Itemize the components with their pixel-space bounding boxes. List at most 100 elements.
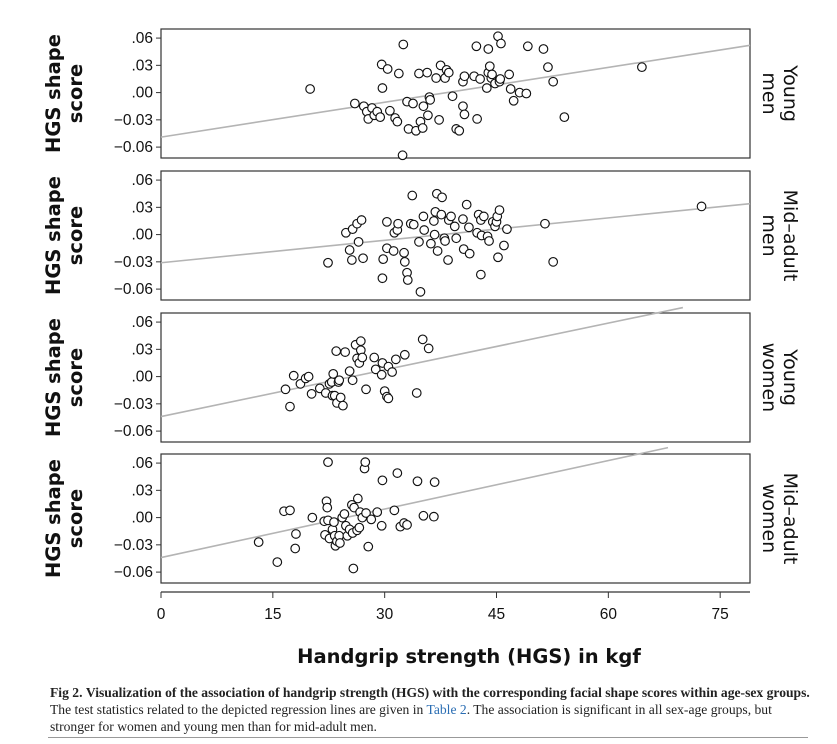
data-point — [437, 192, 447, 203]
data-point — [360, 457, 371, 468]
data-point — [344, 366, 355, 377]
data-point — [426, 238, 436, 249]
x-tick-label: 30 — [376, 606, 394, 623]
regression-line — [160, 306, 684, 418]
data-point — [487, 69, 497, 80]
y-tick-label: −0.06 — [114, 564, 153, 581]
data-point — [483, 44, 494, 54]
data-point — [481, 83, 492, 93]
y-tick-label: .00 — [131, 85, 153, 102]
data-point — [458, 214, 468, 225]
y-tick-label: −0.03 — [114, 254, 153, 271]
data-point — [451, 233, 462, 244]
facet-label-line: Mid–adult — [779, 190, 801, 282]
data-point — [387, 367, 398, 377]
data-point — [366, 514, 377, 525]
panel-2: .06 .03 .00 −0.03 −0.06 HGS shapescore Mid–adu… — [42, 170, 801, 301]
data-point — [508, 95, 519, 106]
caption-text: The test statistics related to the depic… — [50, 702, 424, 717]
data-point — [346, 255, 357, 265]
data-point — [429, 229, 440, 240]
data-point — [423, 343, 434, 354]
data-point — [472, 114, 482, 124]
data-point — [385, 105, 395, 116]
data-point — [414, 68, 424, 79]
data-point — [399, 256, 410, 267]
facet-label: Mid–adultmen — [758, 190, 801, 282]
data-point — [328, 368, 339, 379]
data-point — [335, 538, 345, 548]
data-point — [464, 222, 474, 233]
x-tick-label: 0 — [157, 606, 166, 623]
data-point — [423, 110, 433, 121]
data-point — [291, 529, 301, 539]
y-axis-title: HGS shapescore — [42, 34, 87, 153]
data-point — [392, 468, 403, 478]
x-tick-label: 60 — [600, 606, 618, 623]
data-point — [369, 352, 380, 363]
data-point — [559, 112, 570, 122]
data-point — [475, 74, 485, 84]
y-tick-label: .06 — [131, 172, 153, 189]
data-point — [449, 221, 460, 232]
data-point — [458, 101, 468, 112]
data-point — [393, 68, 404, 79]
data-point — [329, 517, 339, 528]
data-point — [402, 519, 412, 530]
data-point — [306, 388, 317, 399]
facet-label-line: Mid–adult — [779, 473, 801, 565]
data-point — [484, 61, 495, 72]
y-axis-title-line: score — [64, 206, 87, 265]
data-point — [414, 236, 424, 247]
facet-label-line: Young — [779, 348, 801, 406]
data-point — [478, 211, 489, 222]
data-point — [285, 505, 295, 516]
x-axis-title: Handgrip strength (HGS) in kgf — [297, 645, 641, 668]
data-point — [505, 84, 516, 94]
data-point — [253, 537, 264, 547]
data-point — [434, 114, 444, 125]
facet-label-line: men — [758, 214, 780, 256]
y-axis-title-line: HGS shape — [42, 318, 65, 437]
data-point — [361, 508, 371, 518]
data-point — [378, 254, 389, 264]
data-point — [338, 400, 348, 411]
data-point — [418, 510, 429, 521]
data-point — [355, 336, 366, 347]
table-2-link[interactable]: Table 2 — [426, 702, 467, 717]
data-point — [390, 354, 401, 365]
regression-line — [160, 202, 751, 264]
data-point — [389, 505, 400, 516]
data-point — [408, 219, 419, 230]
y-tick-label: .00 — [131, 369, 153, 386]
y-tick-label: −0.03 — [114, 112, 153, 129]
data-point — [637, 62, 647, 73]
y-tick-label: .03 — [131, 57, 153, 74]
data-point — [335, 392, 346, 403]
data-point — [383, 393, 394, 404]
caption-divider — [48, 737, 808, 738]
y-tick-label: .06 — [131, 30, 153, 47]
data-point — [548, 256, 559, 267]
data-point — [323, 457, 333, 468]
data-point — [305, 84, 315, 94]
y-tick-label: .03 — [131, 341, 153, 358]
y-tick-label: −0.03 — [114, 537, 153, 554]
data-point — [502, 224, 512, 235]
data-point — [361, 384, 371, 395]
data-point — [407, 190, 418, 201]
y-tick-label: −0.06 — [114, 423, 153, 440]
panel-1: .06 .03 .00 −0.03 −0.06 HGS shapescore Youngme… — [42, 28, 801, 161]
y-axis-title: HGS shapescore — [42, 459, 87, 578]
data-point — [382, 64, 393, 74]
data-point — [398, 39, 409, 50]
data-point — [538, 44, 549, 54]
data-point — [443, 67, 454, 78]
y-axis-title-line: score — [64, 348, 87, 407]
data-point — [447, 91, 458, 102]
data-point — [397, 150, 408, 161]
data-point — [331, 346, 342, 357]
caption-text-end: . The association is significant in all … — [50, 702, 772, 734]
data-point — [522, 41, 533, 52]
data-point — [464, 248, 475, 259]
